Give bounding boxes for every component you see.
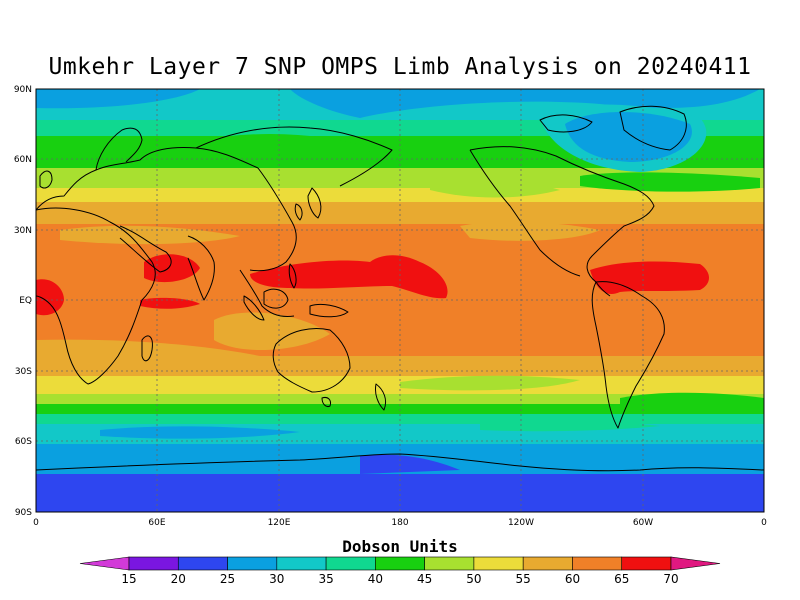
- region-c65-w-pacific: [250, 255, 448, 299]
- region-c40-south-atlantic: [620, 392, 764, 413]
- colorbar-label: 30: [269, 572, 284, 586]
- coast-new-zealand: [375, 383, 387, 411]
- colorbar-label: 15: [121, 572, 136, 586]
- lon-label: 0: [33, 518, 39, 528]
- coast-india: [187, 235, 215, 301]
- map-title: Umkehr Layer 7 SNP OMPS Limb Analysis on…: [48, 54, 752, 80]
- coast-sumatra: [243, 295, 265, 321]
- latitude-labels: 90N 60N 30N EQ 30S 60S 90S: [14, 85, 32, 518]
- coast-arabia: [119, 225, 172, 273]
- colorbar-label: 40: [368, 572, 383, 586]
- lat-label: 30S: [15, 367, 32, 377]
- coast-greenland: [619, 105, 687, 151]
- coast-se-asia: [239, 269, 295, 317]
- region-c40-n-america: [580, 172, 760, 192]
- coast-tasmania: [321, 397, 331, 407]
- colorbar-title: Dobson Units: [342, 537, 458, 556]
- colorbar-box: [276, 556, 327, 571]
- colorbar-box: [325, 556, 376, 571]
- colorbar-box: [375, 556, 425, 571]
- lat-label: EQ: [19, 296, 32, 306]
- lon-label: 120E: [268, 518, 291, 528]
- coast-uk: [39, 170, 53, 189]
- colorbar: 15 20 25 30 35 40 45 50 55 60 65 70: [79, 556, 721, 586]
- colorbar-box: [128, 556, 179, 571]
- region-c25-canada: [565, 112, 692, 162]
- colorbar-label: 65: [614, 572, 629, 586]
- coast-new-guinea: [309, 303, 349, 318]
- colorbar-box: [227, 556, 278, 571]
- colorbar-label: 70: [663, 572, 678, 586]
- lat-label: 90S: [15, 508, 32, 518]
- band-c55-north: [36, 202, 764, 224]
- region-c25-north-left: [36, 89, 200, 109]
- coast-borneo: [263, 288, 289, 309]
- lat-label: 60N: [14, 155, 32, 165]
- coast-antarctica: [35, 453, 765, 472]
- region-c55-south-bulge: [36, 339, 260, 356]
- region-c25-north-mid: [290, 89, 760, 118]
- region-c40-siberia: [200, 134, 380, 157]
- lat-label: 90N: [14, 85, 32, 95]
- lon-label: 180: [391, 518, 408, 528]
- coast-korea: [294, 203, 303, 221]
- region-c65-s-america: [590, 261, 709, 294]
- colorbar-label: 55: [516, 572, 531, 586]
- colorbar-box: [522, 556, 573, 571]
- coast-scandinavia: [95, 127, 143, 171]
- region-c45-south-pacific: [400, 375, 580, 391]
- colorbar-label: 60: [565, 572, 580, 586]
- colorbar-label: 50: [466, 572, 481, 586]
- region-c65-w-africa: [36, 279, 64, 316]
- lon-label: 60W: [633, 518, 653, 528]
- lon-label: 120W: [508, 518, 534, 528]
- colorbar-label: 45: [417, 572, 432, 586]
- coast-north-america: [469, 146, 655, 297]
- longitude-labels: 0 60E 120E 180 120W 60W 0: [33, 518, 767, 528]
- map-frame: [35, 88, 765, 513]
- lon-label: 0: [761, 518, 767, 528]
- coast-arctic-islands: [539, 114, 593, 133]
- colorbar-box: [572, 556, 623, 571]
- colorbar-box: [424, 556, 475, 571]
- coast-africa: [35, 207, 156, 385]
- region-c45-n-atlantic: [430, 175, 560, 198]
- coast-south-america: [591, 281, 665, 429]
- region-c65-africa: [144, 254, 200, 283]
- colorbar-high-arrow: [670, 556, 721, 571]
- colorbar-label: 35: [318, 572, 333, 586]
- coast-japan: [307, 187, 322, 219]
- coast-europe: [35, 147, 259, 211]
- graticule: [36, 89, 764, 512]
- colorbar-box: [473, 556, 524, 571]
- coast-philippines: [288, 263, 297, 289]
- colorbar-box: [177, 556, 228, 571]
- region-c20-antarctic-tongue: [360, 454, 460, 474]
- coast-madagascar: [141, 335, 153, 362]
- coast-asia-north: [195, 126, 393, 187]
- region-c65-africa-sliver: [140, 297, 200, 309]
- coastlines: [35, 105, 765, 472]
- coast-australia: [272, 328, 351, 393]
- lat-label: 30N: [14, 226, 32, 236]
- lon-label: 60E: [148, 518, 165, 528]
- colorbar-label: 20: [171, 572, 186, 586]
- lat-label: 60S: [15, 437, 32, 447]
- colorbar-low-arrow: [79, 556, 130, 571]
- region-c25-south-indian: [100, 426, 300, 439]
- region-c55-s-pacific: [214, 312, 330, 351]
- coast-na-west: [469, 149, 581, 277]
- colorbar-box: [621, 556, 672, 571]
- coast-east-asia: [249, 167, 297, 272]
- region-c55-atlantic: [460, 221, 600, 241]
- colorbar-label: 25: [220, 572, 235, 586]
